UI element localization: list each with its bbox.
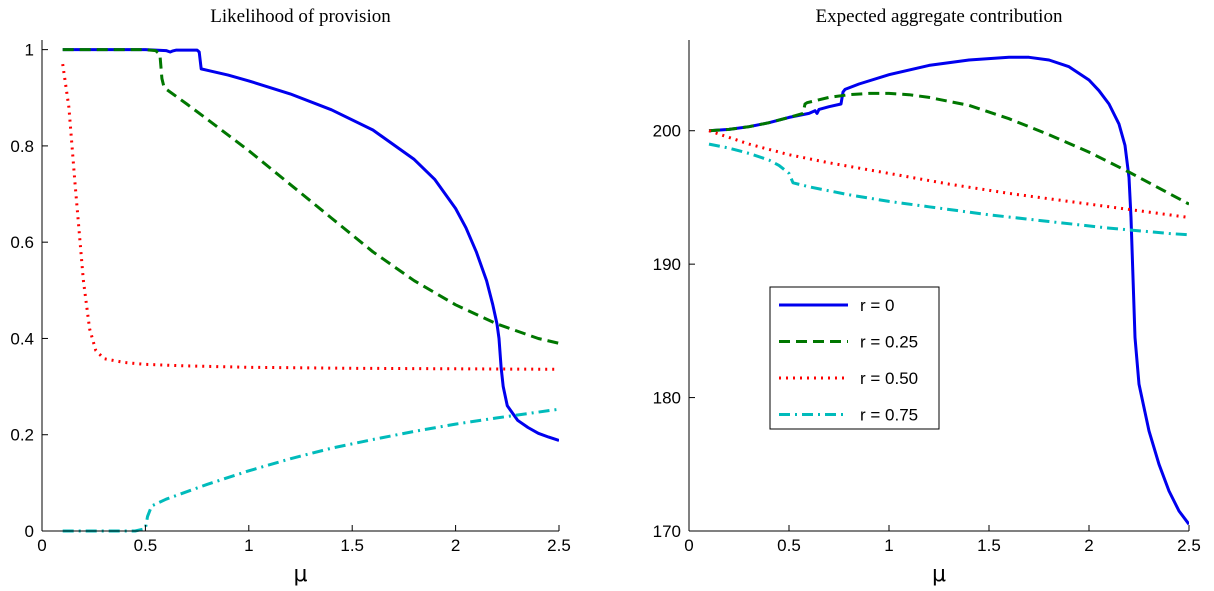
legend-label: r = 0.25	[860, 333, 918, 352]
series-line-2	[708, 129, 1189, 219]
x-tick-label: 1.5	[340, 536, 364, 555]
legend-label: r = 0.75	[860, 406, 918, 425]
y-tick-label: 200	[653, 122, 681, 141]
chart-panel-0: Likelihood of provision 0 0.5 1 1.5 2 2.5 0 0.2 0…	[10, 6, 570, 587]
x-tick-label: 1	[884, 536, 893, 555]
x-tick-label: 2	[451, 536, 460, 555]
series-line-1	[708, 91, 1189, 206]
x-tick-label: 0	[37, 536, 46, 555]
chart-title: Likelihood of provision	[210, 6, 391, 27]
x-axis-label: μ	[294, 562, 308, 587]
x-tick-label: 1	[244, 536, 253, 555]
series-line-0	[708, 55, 1189, 526]
x-tick-label: 0	[684, 536, 693, 555]
legend-label: r = 0.50	[860, 369, 918, 388]
y-tick-label: 0	[25, 522, 34, 541]
y-tick-label: 180	[653, 389, 681, 408]
y-tick-label: 170	[653, 522, 681, 541]
series-line-0	[62, 48, 559, 442]
legend: r = 0 r = 0.25 r = 0.50 r = 0.75	[769, 286, 940, 430]
y-tick-label: 190	[653, 255, 681, 274]
y-tick-label: 1	[25, 41, 34, 60]
x-tick-label: 2.5	[547, 536, 571, 555]
series-line-1	[62, 48, 559, 345]
legend-label: r = 0	[860, 296, 895, 315]
legend-box	[769, 286, 940, 430]
y-tick-label: 0.2	[10, 426, 34, 445]
chart-title: Expected aggregate contribution	[816, 6, 1063, 27]
y-tick-label: 0.4	[10, 329, 34, 348]
x-tick-label: 2.5	[1177, 536, 1201, 555]
series-line-3	[62, 407, 559, 533]
x-tick-label: 2	[1084, 536, 1093, 555]
x-tick-label: 0.5	[134, 536, 158, 555]
series-line-3	[708, 142, 1189, 237]
x-tick-label: 1.5	[977, 536, 1001, 555]
chart-panel-1: Expected aggregate contribution 0 0.5 1 1.5 2…	[653, 6, 1201, 587]
x-tick-label: 0.5	[777, 536, 801, 555]
y-tick-label: 0.8	[10, 137, 34, 156]
series-line-2	[61, 63, 559, 371]
x-axis-label: μ	[932, 562, 946, 587]
y-tick-label: 0.6	[10, 233, 34, 252]
